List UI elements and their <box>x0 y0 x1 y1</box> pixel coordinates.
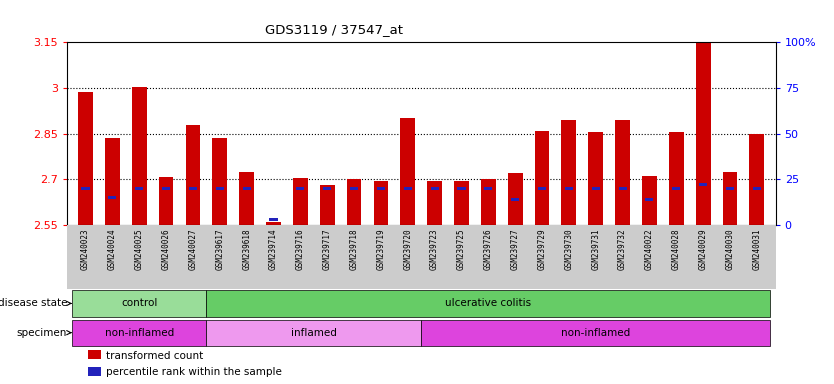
Text: GSM239720: GSM239720 <box>404 228 412 270</box>
Bar <box>82 187 89 190</box>
Bar <box>72 319 206 346</box>
Text: GSM240023: GSM240023 <box>81 228 90 270</box>
Text: disease state: disease state <box>0 298 71 308</box>
Bar <box>132 87 147 225</box>
Bar <box>105 138 120 225</box>
Bar <box>481 179 495 225</box>
Bar <box>296 187 304 190</box>
Bar <box>323 187 331 190</box>
Text: transformed count: transformed count <box>106 351 203 361</box>
Text: GSM239730: GSM239730 <box>565 228 573 270</box>
Text: GSM239729: GSM239729 <box>537 228 546 270</box>
Bar <box>78 93 93 225</box>
Bar <box>213 138 227 225</box>
Bar <box>72 290 206 316</box>
Bar <box>243 187 251 190</box>
Bar <box>591 187 600 190</box>
Bar <box>699 184 707 186</box>
Text: GSM239716: GSM239716 <box>296 228 305 270</box>
Text: GSM239718: GSM239718 <box>349 228 359 270</box>
Bar <box>646 198 654 200</box>
Bar <box>454 181 469 225</box>
Bar <box>206 290 771 316</box>
Bar <box>669 132 684 225</box>
Text: inflamed: inflamed <box>291 328 337 338</box>
Text: GSM240031: GSM240031 <box>752 228 761 270</box>
Bar <box>319 185 334 225</box>
Bar <box>293 178 308 225</box>
Bar <box>88 367 101 376</box>
Bar <box>565 187 573 190</box>
Bar <box>642 176 657 225</box>
Text: control: control <box>121 298 158 308</box>
Bar <box>108 196 117 199</box>
Bar <box>350 187 358 190</box>
Bar <box>421 319 771 346</box>
Bar <box>347 179 361 225</box>
Bar <box>239 172 254 225</box>
Bar <box>619 187 626 190</box>
Text: GSM239725: GSM239725 <box>457 228 466 270</box>
Text: GSM239732: GSM239732 <box>618 228 627 270</box>
Text: GSM240028: GSM240028 <box>671 228 681 270</box>
Text: GDS3119 / 37547_at: GDS3119 / 37547_at <box>264 23 403 36</box>
Bar <box>374 181 389 225</box>
Bar <box>377 187 385 190</box>
Text: GSM240030: GSM240030 <box>726 228 735 270</box>
Bar <box>696 36 711 225</box>
Bar <box>753 187 761 190</box>
Text: GSM239618: GSM239618 <box>242 228 251 270</box>
Text: GSM239723: GSM239723 <box>430 228 439 270</box>
Text: percentile rank within the sample: percentile rank within the sample <box>106 367 282 377</box>
Text: GSM239714: GSM239714 <box>269 228 278 270</box>
Text: ulcerative colitis: ulcerative colitis <box>445 298 531 308</box>
Bar <box>588 132 603 225</box>
Text: GSM239727: GSM239727 <box>510 228 520 270</box>
Text: GSM240025: GSM240025 <box>135 228 143 270</box>
Bar <box>457 187 465 190</box>
Text: GSM240027: GSM240027 <box>188 228 198 270</box>
Bar <box>266 222 281 225</box>
Bar <box>135 187 143 190</box>
Bar <box>722 172 737 225</box>
Text: GSM239617: GSM239617 <box>215 228 224 270</box>
Bar <box>726 187 734 190</box>
Bar <box>508 173 523 225</box>
Bar <box>750 134 764 225</box>
Text: GSM240024: GSM240024 <box>108 228 117 270</box>
Text: GSM239717: GSM239717 <box>323 228 332 270</box>
Bar <box>561 121 576 225</box>
Text: GSM239719: GSM239719 <box>376 228 385 270</box>
Bar <box>88 350 101 359</box>
Bar <box>485 187 492 190</box>
Bar <box>404 187 412 190</box>
Bar <box>188 187 197 190</box>
Bar <box>185 125 200 225</box>
Bar <box>538 187 546 190</box>
Bar <box>158 177 173 225</box>
Bar <box>400 118 415 225</box>
Bar <box>430 187 439 190</box>
Bar <box>615 121 630 225</box>
Bar <box>206 319 421 346</box>
Text: non-inflamed: non-inflamed <box>561 328 631 338</box>
Text: GSM240029: GSM240029 <box>699 228 707 270</box>
Bar <box>511 198 520 200</box>
Text: GSM240022: GSM240022 <box>645 228 654 270</box>
Bar <box>672 187 681 190</box>
Bar <box>162 187 170 190</box>
Bar <box>269 218 278 221</box>
Text: GSM239731: GSM239731 <box>591 228 600 270</box>
Text: specimen: specimen <box>17 328 71 338</box>
Bar <box>216 187 224 190</box>
Text: non-inflamed: non-inflamed <box>104 328 173 338</box>
Bar <box>535 131 550 225</box>
Text: GSM240026: GSM240026 <box>162 228 171 270</box>
Text: GSM239726: GSM239726 <box>484 228 493 270</box>
Bar <box>427 181 442 225</box>
